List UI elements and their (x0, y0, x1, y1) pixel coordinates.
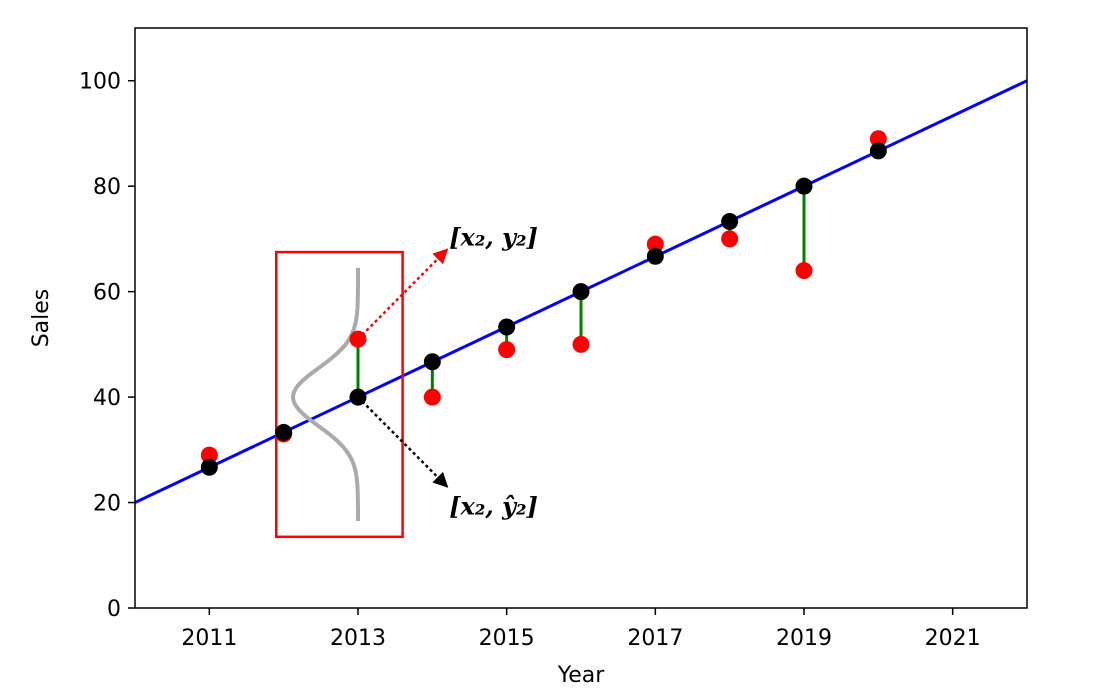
x-tick-label: 2011 (181, 626, 237, 651)
actual-point (498, 341, 516, 359)
x-axis-label: Year (557, 663, 606, 688)
actual-point (721, 230, 739, 248)
highlight-box (274, 250, 404, 539)
predicted-point (869, 142, 887, 160)
actual-point (200, 446, 218, 464)
y-tick-label: 40 (93, 386, 121, 411)
y-tick-label: 60 (93, 281, 121, 306)
x-tick-label: 2019 (776, 626, 832, 651)
actual-point (869, 130, 887, 148)
annotation-label-actual: [x₂, y₂] (449, 222, 538, 251)
x-tick-label: 2017 (627, 626, 683, 651)
plot-frame (134, 27, 1028, 609)
predicted-point (721, 213, 739, 231)
y-tick-label: 20 (93, 492, 121, 517)
x-tick-label: 2013 (330, 626, 386, 651)
actual-point (423, 388, 441, 406)
predicted-point (795, 177, 813, 195)
x-tick-label: 2021 (925, 626, 981, 651)
predicted-point (498, 318, 516, 336)
y-tick-label: 100 (79, 70, 121, 95)
y-tick-label: 0 (107, 597, 121, 622)
predicted-point (423, 353, 441, 371)
actual-point (572, 335, 590, 353)
actual-point (646, 235, 664, 253)
predicted-point (200, 458, 218, 476)
distribution-curve (290, 267, 360, 521)
annotation-label-predicted: [x₂, ŷ₂] (449, 492, 538, 521)
y-axis-label: Sales (29, 289, 54, 348)
predicted-point (572, 283, 590, 301)
predicted-point (646, 247, 664, 265)
predicted-point (275, 423, 293, 441)
y-tick-label: 80 (93, 175, 121, 200)
actual-point (795, 262, 813, 280)
x-tick-label: 2015 (479, 626, 535, 651)
